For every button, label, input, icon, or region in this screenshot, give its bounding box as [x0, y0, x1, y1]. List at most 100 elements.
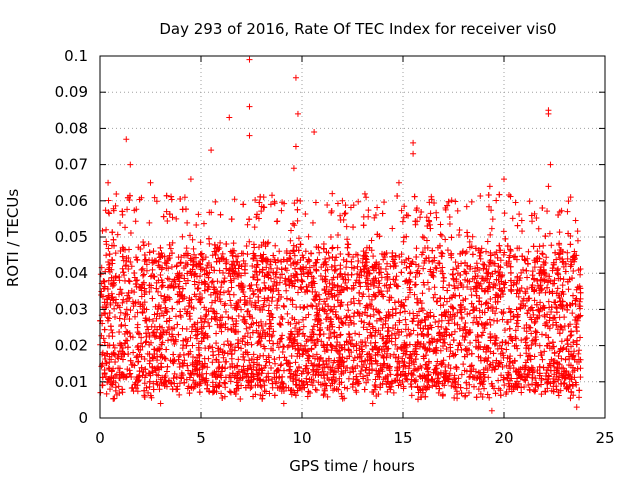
- data-point: [445, 362, 452, 369]
- data-point: [315, 300, 322, 307]
- data-point: [532, 340, 539, 347]
- data-point: [499, 364, 506, 371]
- data-point: [151, 311, 158, 318]
- data-point: [523, 350, 530, 357]
- data-point: [373, 392, 380, 399]
- data-point: [337, 332, 344, 339]
- data-point: [357, 370, 364, 377]
- data-point: [305, 233, 312, 240]
- data-point: [291, 252, 298, 259]
- data-point: [366, 320, 373, 327]
- data-point: [399, 379, 406, 386]
- data-point: [217, 289, 224, 296]
- data-point: [356, 300, 363, 307]
- data-point: [514, 345, 521, 352]
- data-point: [163, 308, 170, 315]
- data-point: [122, 322, 129, 329]
- data-point: [337, 250, 344, 257]
- data-point: [200, 220, 207, 227]
- data-point: [166, 241, 173, 248]
- data-point: [121, 272, 128, 279]
- data-point: [212, 198, 219, 205]
- data-point: [179, 345, 186, 352]
- data-point: [327, 307, 334, 314]
- data-point: [521, 325, 528, 332]
- data-point: [467, 373, 474, 380]
- data-point: [140, 271, 147, 278]
- data-point: [315, 244, 322, 251]
- data-point: [282, 275, 289, 282]
- data-point: [341, 384, 348, 391]
- data-point: [503, 346, 510, 353]
- data-point: [388, 338, 395, 345]
- data-point: [183, 245, 190, 252]
- data-point: [349, 381, 356, 388]
- data-point: [220, 341, 227, 348]
- data-point: [123, 328, 130, 335]
- data-point: [246, 238, 253, 245]
- data-point: [368, 333, 375, 340]
- data-point: [223, 358, 230, 365]
- data-point: [418, 300, 425, 307]
- data-point: [451, 328, 458, 335]
- data-point: [360, 375, 367, 382]
- data-point: [390, 389, 397, 396]
- data-point: [339, 395, 346, 402]
- data-point: [515, 293, 522, 300]
- data-point: [208, 299, 215, 306]
- data-point: [438, 324, 445, 331]
- data-point: [433, 362, 440, 369]
- data-point: [262, 320, 269, 327]
- data-point: [337, 216, 344, 223]
- data-point: [131, 313, 138, 320]
- data-point: [370, 253, 377, 260]
- data-point: [449, 316, 456, 323]
- data-point: [243, 243, 250, 250]
- data-point: [202, 345, 209, 352]
- data-point: [197, 239, 204, 246]
- data-point: [288, 227, 295, 234]
- data-point: [168, 264, 175, 271]
- data-point: [433, 338, 440, 345]
- data-point: [495, 377, 502, 384]
- data-point: [283, 287, 290, 294]
- data-point: [516, 245, 523, 252]
- data-point: [246, 357, 253, 364]
- data-point: [379, 324, 386, 331]
- data-point: [387, 353, 394, 360]
- data-point: [479, 394, 486, 401]
- data-point: [327, 233, 334, 240]
- data-point: [268, 298, 275, 305]
- data-point: [367, 281, 374, 288]
- data-point: [433, 214, 440, 221]
- data-point: [313, 351, 320, 358]
- data-point: [463, 203, 470, 210]
- data-point: [338, 319, 345, 326]
- data-point: [334, 200, 341, 207]
- data-point: [446, 353, 453, 360]
- data-point: [372, 376, 379, 383]
- data-point: [312, 386, 319, 393]
- data-point: [202, 330, 209, 337]
- data-point: [322, 256, 329, 263]
- data-point: [541, 312, 548, 319]
- data-point: [265, 354, 272, 361]
- data-point: [198, 319, 205, 326]
- data-point: [164, 217, 171, 224]
- data-point: [376, 280, 383, 287]
- data-point: [426, 285, 433, 292]
- data-point: [219, 349, 226, 356]
- data-point: [277, 362, 284, 369]
- data-point: [523, 328, 530, 335]
- data-point: [240, 257, 247, 264]
- data-point: [111, 305, 118, 312]
- data-point: [293, 320, 300, 327]
- data-point: [517, 352, 524, 359]
- data-point: [173, 215, 180, 222]
- data-point: [112, 313, 119, 320]
- data-point: [439, 343, 446, 350]
- data-point: [466, 310, 473, 317]
- data-point: [524, 260, 531, 267]
- data-point: [265, 307, 272, 314]
